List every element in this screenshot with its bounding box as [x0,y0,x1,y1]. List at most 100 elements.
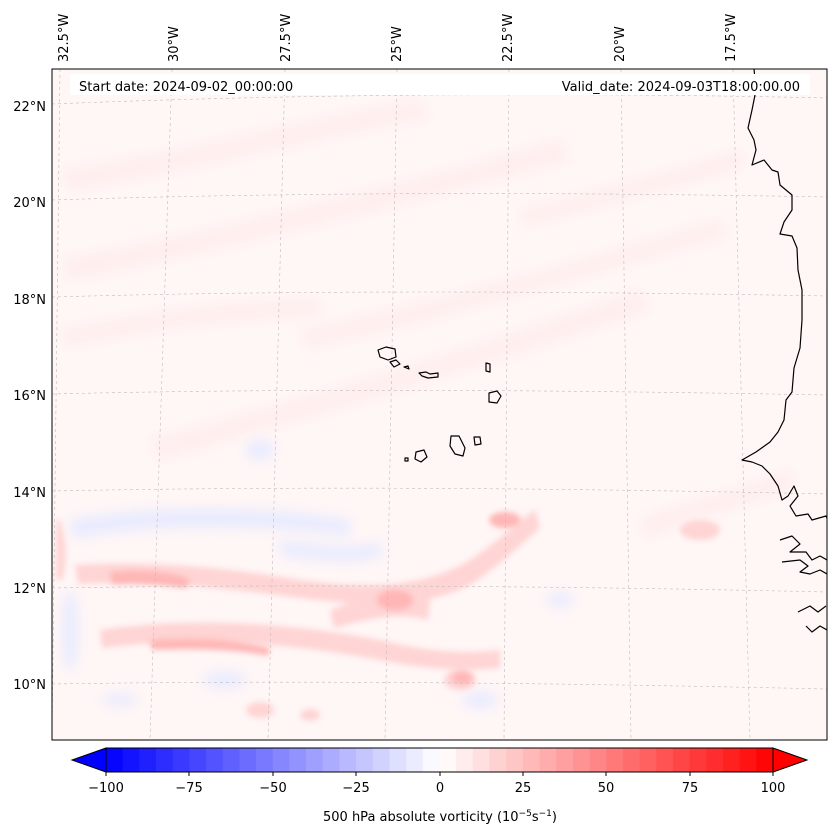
lat-label: 18°N [13,293,46,308]
colorbar-swatch [556,748,574,772]
colorbar-swatch [589,748,607,772]
colorbar-swatch [206,748,224,772]
colorbar-tick-label: −50 [259,781,286,796]
colorbar-swatch [372,748,391,772]
longitude-labels: 32.5°W 30°W 27.5°W 25°W 22.5°W 20°W 17.5… [57,14,739,62]
colorbar-swatch [389,748,407,772]
lon-label: 27.5°W [279,14,294,62]
parallel-12n [52,585,827,593]
coastlines [377,69,827,633]
colorbar-swatch [706,748,724,772]
map-frame [51,68,828,741]
colorbar-tick-label: 25 [515,781,532,796]
colorbar-extend-high [772,747,809,773]
colorbar-swatch [672,748,691,772]
lat-label: 16°N [13,389,46,404]
lon-label: 20°W [613,26,628,62]
meridian-22-5w [503,69,510,740]
lat-label: 10°N [13,678,46,693]
lat-label: 14°N [13,486,46,501]
colorbar: −100 −75 −50 −25 0 25 50 75 100 500 hPa … [70,747,809,825]
colorbar-tick-label: −75 [175,781,202,796]
meridian-17-5w [732,69,751,740]
colorbar-swatch [472,748,491,772]
colorbar-swatch [422,748,441,772]
bijagos-islands [781,559,827,575]
colorbar-tick-label: −100 [88,781,124,796]
colorbar-tick-label: 100 [761,781,786,796]
header-background [70,74,810,95]
colorbar-swatch [272,748,291,772]
lon-label: 32.5°W [57,14,72,62]
colorbar-swatch [539,748,557,772]
colorbar-tick-label: −25 [342,781,369,796]
colorbar-title-mid: s [532,810,539,825]
africa-coastline [741,69,827,521]
parallel-14n [52,487,827,495]
cape-verde-sao-vicente [389,359,401,368]
colorbar-swatch [106,748,124,772]
vorticity-field [56,100,794,721]
colorbar-swatch [256,748,274,772]
parallel-16n [52,390,827,396]
cape-verde-brava [404,457,409,462]
start-date-label: Start date: 2024-09-02_00:00:00 [79,80,293,95]
colorbar-swatch [756,748,774,772]
colorbar-tick-marks [105,772,774,776]
colorbar-extend-low [70,747,107,773]
colorbar-swatch [739,748,757,772]
graticule [52,69,827,740]
colorbar-swatch [622,748,641,772]
colorbar-swatch [222,748,241,772]
cape-verde-santa-luzia [403,365,410,370]
cape-verde-sao-nicolau [418,371,439,379]
colorbar-swatch [406,748,424,772]
lon-label: 25°W [390,26,405,62]
meridian-27-5w [267,69,286,740]
colorbar-swatch [522,748,541,772]
meridian-20w [620,69,632,740]
cape-verde-santo-antao [377,346,397,361]
colorbar-swatch [572,748,591,772]
lat-label: 22°N [13,100,46,115]
meridian-25w [384,69,398,740]
colorbar-swatch [606,748,624,772]
colorbar-title-end: ) [552,810,557,825]
cape-verde-sal [485,362,491,373]
lon-label: 22.5°W [501,14,516,62]
cape-verde-fogo [414,449,428,463]
colorbar-swatch [322,748,341,772]
parallel-18n [52,291,827,298]
colorbar-swatch [156,748,174,772]
colorbar-swatch [189,748,207,772]
colorbar-title-text: 500 hPa absolute vorticity (10 [323,810,519,825]
colorbar-swatch [356,748,374,772]
colorbar-tick-label: 0 [436,781,444,796]
lon-label: 30°W [167,26,182,62]
meridian-32-5w [52,69,61,740]
colorbar-tick-label: 75 [682,781,699,796]
colorbar-swatch [239,748,257,772]
colorbar-swatch [489,748,507,772]
lat-label: 20°N [13,196,46,211]
guinea-coast [797,605,827,633]
colorbar-swatches [106,748,774,772]
cape-verde-maio [473,436,482,446]
colorbar-title-exp1: −5 [519,809,532,819]
colorbar-swatch [639,748,657,772]
weak-negative-patches [62,440,572,708]
colorbar-swatch [139,748,157,772]
colorbar-tick-labels: −100 −75 −50 −25 0 25 50 75 100 [88,781,785,796]
colorbar-swatch [456,748,474,772]
strong-positive-cores [110,512,521,684]
colorbar-swatch [506,748,524,772]
lon-label: 17.5°W [724,14,739,62]
parallel-20n [52,193,827,201]
colorbar-title: 500 hPa absolute vorticity (10−5s−1) [323,809,557,825]
colorbar-swatch [289,748,307,772]
colorbar-swatch [172,748,190,772]
weak-positive-bands [60,100,794,538]
colorbar-swatch [722,748,741,772]
lat-label: 12°N [13,582,46,597]
